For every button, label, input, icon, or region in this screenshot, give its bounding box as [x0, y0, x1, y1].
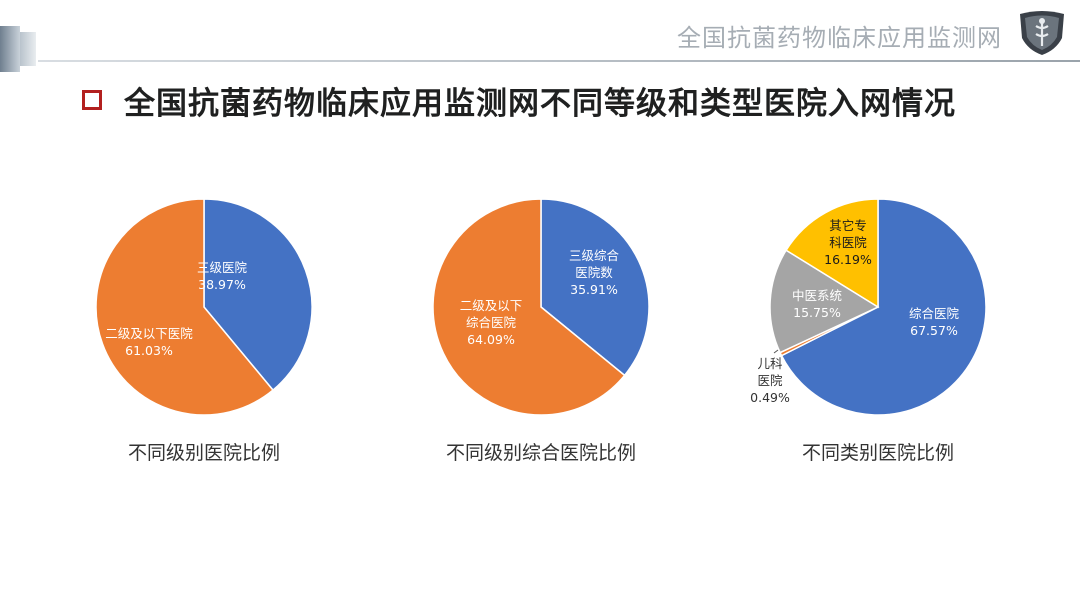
slice-label: 其它专科医院 16.19%	[824, 218, 872, 267]
shield-logo-icon	[1020, 11, 1064, 55]
pie-chart-svg: 综合医院 67.57% 儿科医院 0.49% 中医系统 15.75% 其它专科医院 16.19…	[750, 198, 987, 416]
slice-label: 二级及以下医院 61.03%	[105, 326, 193, 358]
pie-chart-svg: 三级医院 38.97% 二级及以下医院 61.03%	[95, 198, 313, 416]
pie-chart-hospital-level: 三级医院 38.97% 二级及以下医院 61.03% 不同级别医院比例	[54, 190, 354, 470]
slide-title-row: 全国抗菌药物临床应用监测网不同等级和类型医院入网情况	[82, 78, 956, 122]
header-decoration	[0, 26, 38, 72]
slice-label: 儿科医院 0.49%	[750, 356, 790, 405]
pie-slice	[203, 198, 313, 392]
pie-slice	[540, 198, 650, 377]
header-bar: 全国抗菌药物临床应用监测网	[0, 0, 1080, 72]
bullet-square-icon	[82, 90, 102, 110]
pie-chart-svg: 三级综合医院数 35.91% 二级及以下综合医院 64.09%	[432, 198, 650, 416]
pie-chart-hospital-type: 综合医院 67.57% 儿科医院 0.49% 中医系统 15.75% 其它专科医院 16.19…	[728, 190, 1028, 470]
slice-label: 综合医院 67.57%	[909, 306, 960, 338]
chart-caption: 不同级别综合医院比例	[445, 442, 636, 464]
pie-slice	[432, 198, 626, 416]
slice-label: 中医系统 15.75%	[792, 288, 842, 320]
slice-label: 三级综合医院数 35.91%	[569, 248, 620, 297]
chart-caption: 不同类别医院比例	[801, 442, 954, 464]
slice-label: 二级及以下综合医院 64.09%	[460, 298, 523, 347]
slide-title: 全国抗菌药物临床应用监测网不同等级和类型医院入网情况	[124, 85, 956, 122]
slice-label: 三级医院 38.97%	[197, 260, 248, 292]
chart-caption: 不同级别医院比例	[127, 442, 280, 464]
pie-slice	[95, 198, 275, 416]
header-title: 全国抗菌药物临床应用监测网	[677, 24, 1002, 52]
pie-slice	[780, 198, 987, 416]
pie-slice	[785, 198, 879, 309]
pie-chart-general-hospital-level: 三级综合医院数 35.91% 二级及以下综合医院 64.09% 不同级别综合医院比例	[391, 190, 691, 470]
pie-slice	[769, 249, 880, 354]
header-divider	[38, 60, 1080, 62]
leader-line	[773, 349, 779, 354]
